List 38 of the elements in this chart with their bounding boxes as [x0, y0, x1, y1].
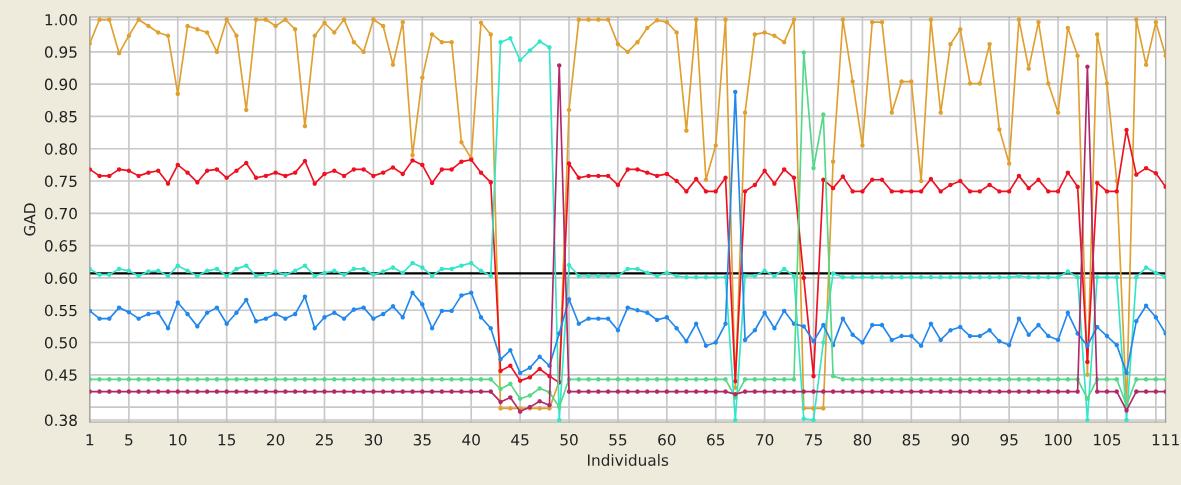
x-tick-label: 5 [125, 434, 133, 446]
x-tick-label: 60 [658, 434, 676, 446]
x-tick-label: 111 [1152, 434, 1179, 446]
x-tick-label: 85 [902, 434, 920, 446]
y-tick-label: 0.70 [44, 207, 77, 220]
x-tick-label: 10 [169, 434, 187, 446]
x-tick-label: 25 [315, 434, 333, 446]
y-tick-label: 0.80 [44, 143, 77, 155]
x-tick-label: 55 [609, 434, 627, 446]
x-tick-label: 90 [951, 434, 969, 446]
y-tick-label: 0.95 [44, 46, 77, 58]
x-tick-label: 1 [86, 434, 94, 446]
y-tick-label: 0.85 [44, 110, 77, 123]
x-tick-label: 45 [511, 434, 529, 446]
y-tick-label: 0.65 [44, 240, 77, 252]
x-tick-label: 20 [266, 434, 285, 446]
y-tick-label: 0.60 [44, 272, 77, 284]
y-tick-label: 0.38 [44, 414, 77, 427]
y-tick-label: 0.45 [44, 369, 77, 381]
x-tick-label: 35 [413, 434, 431, 446]
x-tick-label: 105 [1094, 434, 1121, 446]
y-tick-label: 0.90 [44, 78, 77, 91]
x-tick-label: 65 [707, 434, 725, 446]
x-tick-label: 70 [756, 434, 774, 446]
x-tick-label: 30 [364, 434, 383, 446]
y-tick-label: 0.50 [44, 336, 77, 349]
y-tick-label: 0.55 [44, 304, 77, 317]
x-tick-label: 80 [853, 434, 872, 446]
x-tick-label: 40 [462, 434, 480, 446]
x-tick-label: 100 [1045, 434, 1072, 446]
y-axis-title: GAD [23, 203, 36, 236]
x-tick-label: 50 [560, 434, 578, 446]
x-axis-title: Individuals [588, 454, 669, 466]
y-tick-label: 1.00 [45, 14, 77, 26]
x-tick-label: 95 [1000, 434, 1018, 446]
x-tick-label: 75 [805, 434, 822, 446]
x-tick-label: 15 [218, 434, 236, 446]
y-tick-label: 0.75 [44, 175, 77, 188]
